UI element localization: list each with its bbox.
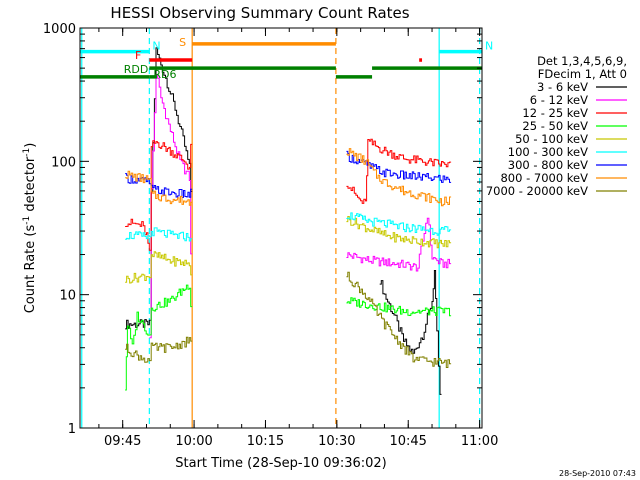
legend-entry: 50 - 100 keV — [515, 132, 588, 146]
legend: Det 1,3,4,5,6,9,FDecim 1, Att 03 - 6 keV… — [486, 54, 627, 198]
series-line — [125, 47, 193, 330]
series-line — [346, 217, 452, 272]
series-line — [125, 336, 193, 363]
flag-label: RD6 — [153, 68, 176, 81]
flag-label: F — [135, 49, 141, 62]
tick-layer: 09:45 10:00 10:15 10:30 10:45 11:00 1 10 100 1000 — [43, 22, 498, 449]
series-line — [346, 271, 452, 368]
flag-label: RDD — [124, 63, 149, 76]
flag-label: N — [152, 40, 160, 53]
series-line — [125, 251, 193, 284]
series-line — [125, 227, 193, 242]
series-line — [125, 140, 193, 251]
legend-entry: 100 - 300 keV — [508, 145, 588, 159]
x-tick-label: 11:00 — [461, 434, 498, 449]
legend-entry: 3 - 6 keV — [537, 80, 588, 94]
series-line — [346, 138, 452, 204]
series-line — [125, 284, 193, 391]
legend-entry: 12 - 25 keV — [522, 106, 588, 120]
flag-label: N — [485, 40, 493, 53]
series-line — [149, 74, 193, 339]
series-line — [346, 212, 452, 236]
legend-entry: 6 - 12 keV — [530, 93, 588, 107]
series-line — [346, 148, 452, 207]
series-line — [125, 173, 193, 198]
series-line — [379, 270, 442, 395]
legend-entry: 300 - 800 keV — [508, 158, 588, 172]
legend-header: Det 1,3,4,5,6,9, — [537, 54, 627, 68]
y-tick-label: 100 — [51, 155, 76, 170]
x-tick-label: 10:45 — [389, 434, 426, 449]
series-line — [346, 216, 452, 249]
series-line — [125, 170, 193, 206]
plot-frame — [79, 27, 483, 429]
x-tick-label: 10:15 — [247, 434, 284, 449]
y-tick-label: 1 — [68, 422, 76, 437]
chart-title: HESSI Observing Summary Count Rates — [110, 4, 409, 22]
legend-header: FDecim 1, Att 0 — [538, 67, 627, 81]
x-tick-label: 10:00 — [175, 434, 212, 449]
data-layer — [81, 28, 481, 428]
legend-entry: 7000 - 20000 keV — [486, 184, 588, 198]
x-axis-label: Start Time (28-Sep-10 09:36:02) — [175, 456, 386, 471]
legend-entry: 25 - 50 keV — [522, 119, 588, 133]
series-line — [346, 297, 452, 317]
y-axis-label: Count Rate (s-1 detector-1) — [22, 143, 38, 314]
x-tick-label: 10:30 — [318, 434, 355, 449]
y-tick-label: 1000 — [43, 22, 76, 37]
y-tick-label: 10 — [59, 289, 76, 304]
flag-label: S — [179, 36, 186, 49]
x-tick-label: 09:45 — [104, 434, 141, 449]
legend-entry: 800 - 7000 keV — [500, 171, 588, 185]
timestamp: 28-Sep-2010 07:43 — [559, 469, 636, 478]
